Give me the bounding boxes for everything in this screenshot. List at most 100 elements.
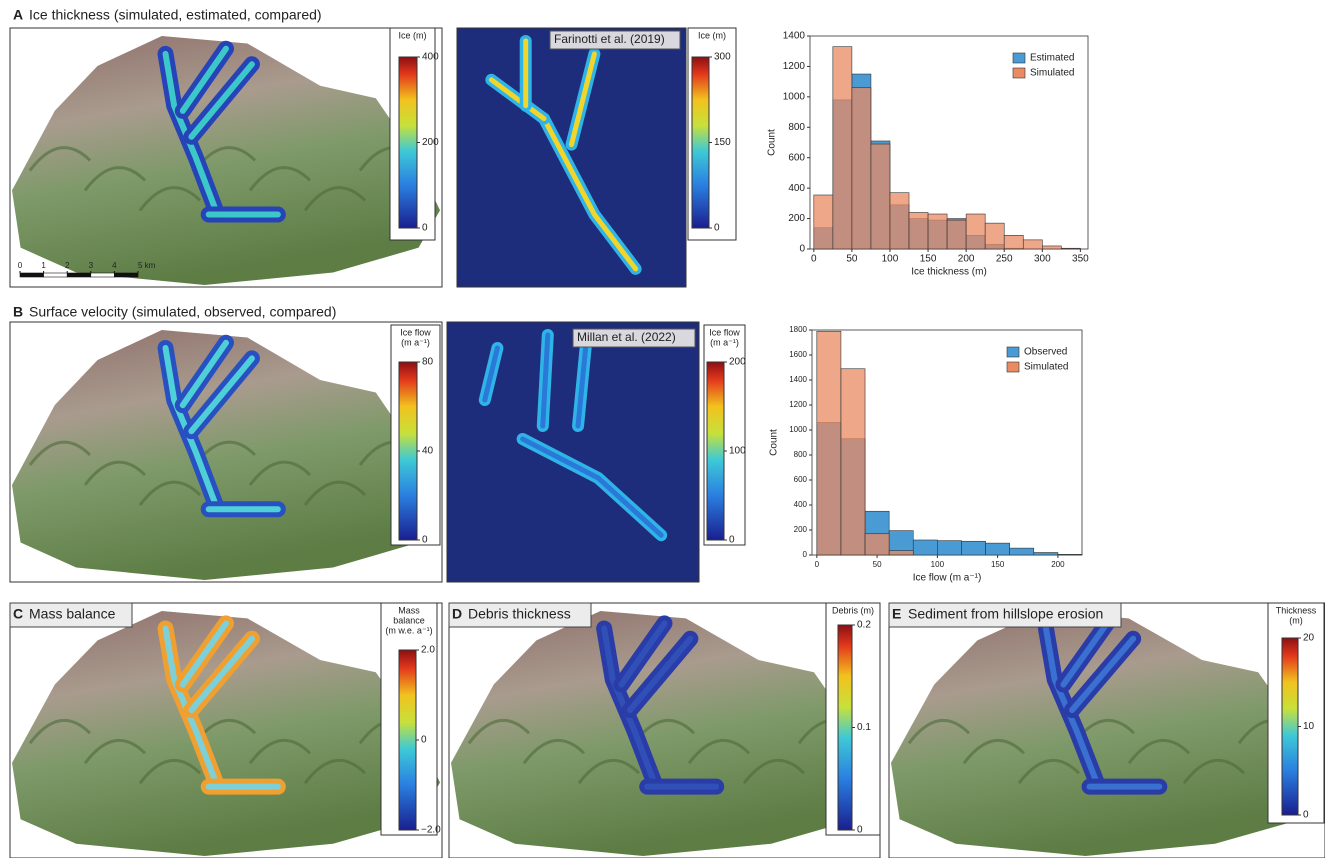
histogram-bar [984,222,1005,250]
legend-label: Simulated [1030,68,1074,79]
colorbar-tick-label: 0.1 [857,722,871,733]
ridge [962,738,1026,765]
source-box [549,30,681,50]
terrain [12,36,440,285]
histogram-bar [816,330,842,556]
scale-label: 5 km [138,261,156,270]
colorbar-tick-label: 0 [422,535,428,546]
y-tick-label: 600 [794,475,808,484]
glacier-core [520,436,664,538]
map-frame [456,27,687,288]
ridge [28,718,92,745]
legend-label: Observed [1024,347,1067,358]
terrain [12,611,440,856]
glacier-core [541,116,639,272]
histogram-bar [864,533,890,556]
map [9,602,443,858]
y-tick-label: 1200 [789,400,807,409]
terrain [891,611,1323,856]
colorbar-tick-label: 0 [857,825,863,836]
colorbar [398,56,418,229]
y-tick-label: 200 [788,213,805,224]
ridge [138,480,202,506]
histogram-bar [1042,245,1062,250]
histogram-bar [813,194,834,250]
colorbar-title: (m a⁻¹) [710,337,739,347]
histogram-bar [840,368,866,556]
panel-letter: A [13,7,23,23]
scale-segment [114,272,139,278]
colorbar-title: Ice (m) [399,30,427,40]
colorbar [1281,637,1299,816]
y-axis-label: Count [767,129,778,156]
ridge [138,758,202,785]
colorbar-tick-label: 150 [714,137,731,148]
histogram-bar [1057,554,1083,556]
histogram-bar [870,143,891,250]
colorbar-tick-label: 200 [729,357,746,368]
colorbar [691,56,710,229]
glacier-core [540,332,551,429]
ridge [303,480,367,506]
glacier-core [482,345,500,403]
glacier-core [627,635,694,714]
ridge [28,146,92,172]
ridge [83,738,147,765]
x-tick-label: 200 [1051,560,1065,569]
glacier-core [1060,620,1110,688]
colorbar-tick-label: 0.2 [857,620,871,631]
histogram-bar [1022,239,1043,250]
histogram-bar [912,539,938,556]
histogram-bar [965,213,986,250]
x-tick-label: 350 [1072,254,1089,265]
panel-letter: B [13,304,23,320]
y-tick-label: 0 [803,550,808,559]
y-tick-label: 1000 [789,425,807,434]
colorbar-title: balance [393,615,425,625]
ridge [83,460,147,486]
colorbar-title: Ice (m) [698,30,726,40]
map [9,27,443,288]
colorbar [837,624,853,831]
histogram-bar [1003,235,1024,250]
colorbar-tick-label: 200 [422,137,439,148]
colorbar-title: Debris (m) [832,605,874,615]
histogram-bar [1061,247,1081,250]
ridge [1017,758,1081,785]
legend-swatch [1006,361,1020,373]
ridge [248,738,312,765]
scale-label: 2 [65,261,70,270]
ridge [907,718,971,745]
glacier-core [179,339,229,409]
legend-swatch [1006,346,1020,358]
x-tick-label: 0 [815,560,820,569]
glacier-core [1069,635,1137,714]
colorbar-tick-label: 80 [422,357,434,368]
legend-label: Estimated [1030,53,1074,64]
source-label: Millan et al. (2022) [577,330,676,344]
histogram-bar [832,46,853,250]
y-tick-label: 1400 [783,31,806,42]
glacier-core [188,61,255,140]
x-tick-label: 150 [920,254,937,265]
glacier-core [162,625,221,790]
x-tick-label: 50 [873,560,882,569]
glacier-core [618,620,668,688]
panel-label-box [9,602,133,628]
ridge [138,186,202,212]
histogram-bar [927,213,948,250]
histogram-bar [961,540,986,556]
y-tick-label: 400 [788,183,805,194]
histogram-bar [889,192,910,250]
colorbar-box [825,602,881,836]
y-tick-label: 0 [799,244,805,255]
histogram-bar [1009,547,1035,556]
x-tick-label: 0 [811,254,817,265]
map [888,602,1325,858]
legend-label: Simulated [1024,362,1068,373]
histogram-bar [937,540,962,556]
histogram-bar [985,542,1010,556]
glacier-core [188,635,255,714]
histogram-bar [851,87,872,250]
x-tick-label: 200 [958,254,975,265]
